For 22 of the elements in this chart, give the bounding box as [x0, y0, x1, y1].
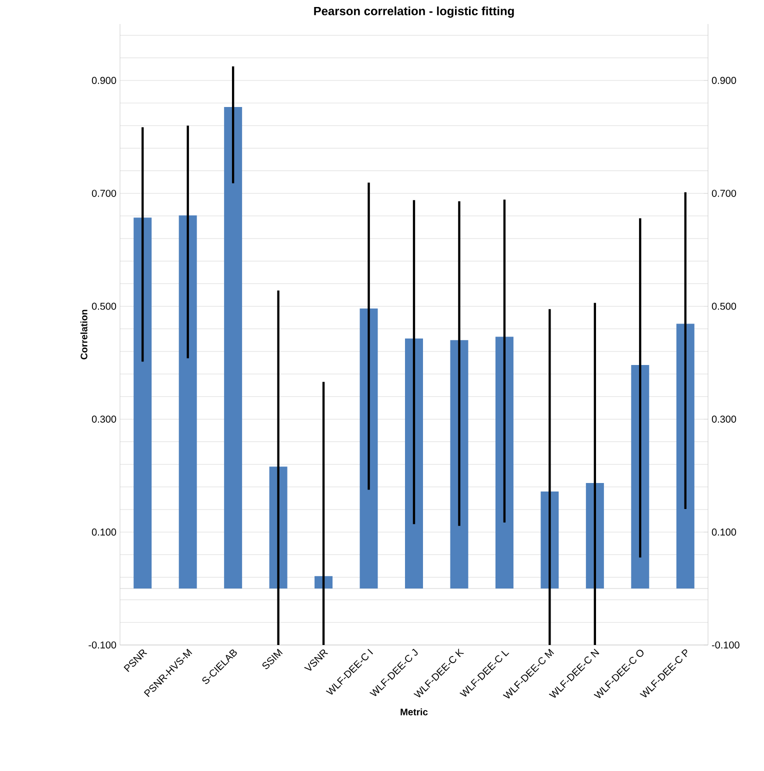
- y2-tick-label: 0.500: [712, 302, 736, 310]
- bar: [405, 338, 423, 589]
- bar: [178, 215, 197, 589]
- y2-tick-label: -0.100: [712, 641, 740, 649]
- y2-tick-label: 0.100: [712, 528, 736, 536]
- bar: [134, 218, 152, 589]
- y2-tick-label: 0.300: [712, 416, 736, 423]
- y-axis-title: Correlation: [80, 310, 88, 360]
- y-tick-label: 0.900: [92, 76, 116, 84]
- bar: [495, 336, 514, 589]
- chart-title: Pearson correlation - logistic fitting: [314, 6, 514, 18]
- y-tick-label: 0.500: [92, 302, 116, 310]
- y2-tick-label: 0.700: [712, 190, 736, 197]
- y2-tick-label: 0.900: [712, 76, 736, 84]
- y-tick-label: -0.100: [88, 641, 116, 649]
- y-tick-label: 0.700: [92, 190, 116, 197]
- y-tick-label: 0.300: [92, 416, 116, 423]
- bar: [224, 106, 242, 589]
- x-axis-title: Metric: [400, 708, 428, 716]
- bar: [360, 308, 378, 589]
- y-tick-label: 0.100: [92, 528, 116, 536]
- bar: [676, 324, 694, 589]
